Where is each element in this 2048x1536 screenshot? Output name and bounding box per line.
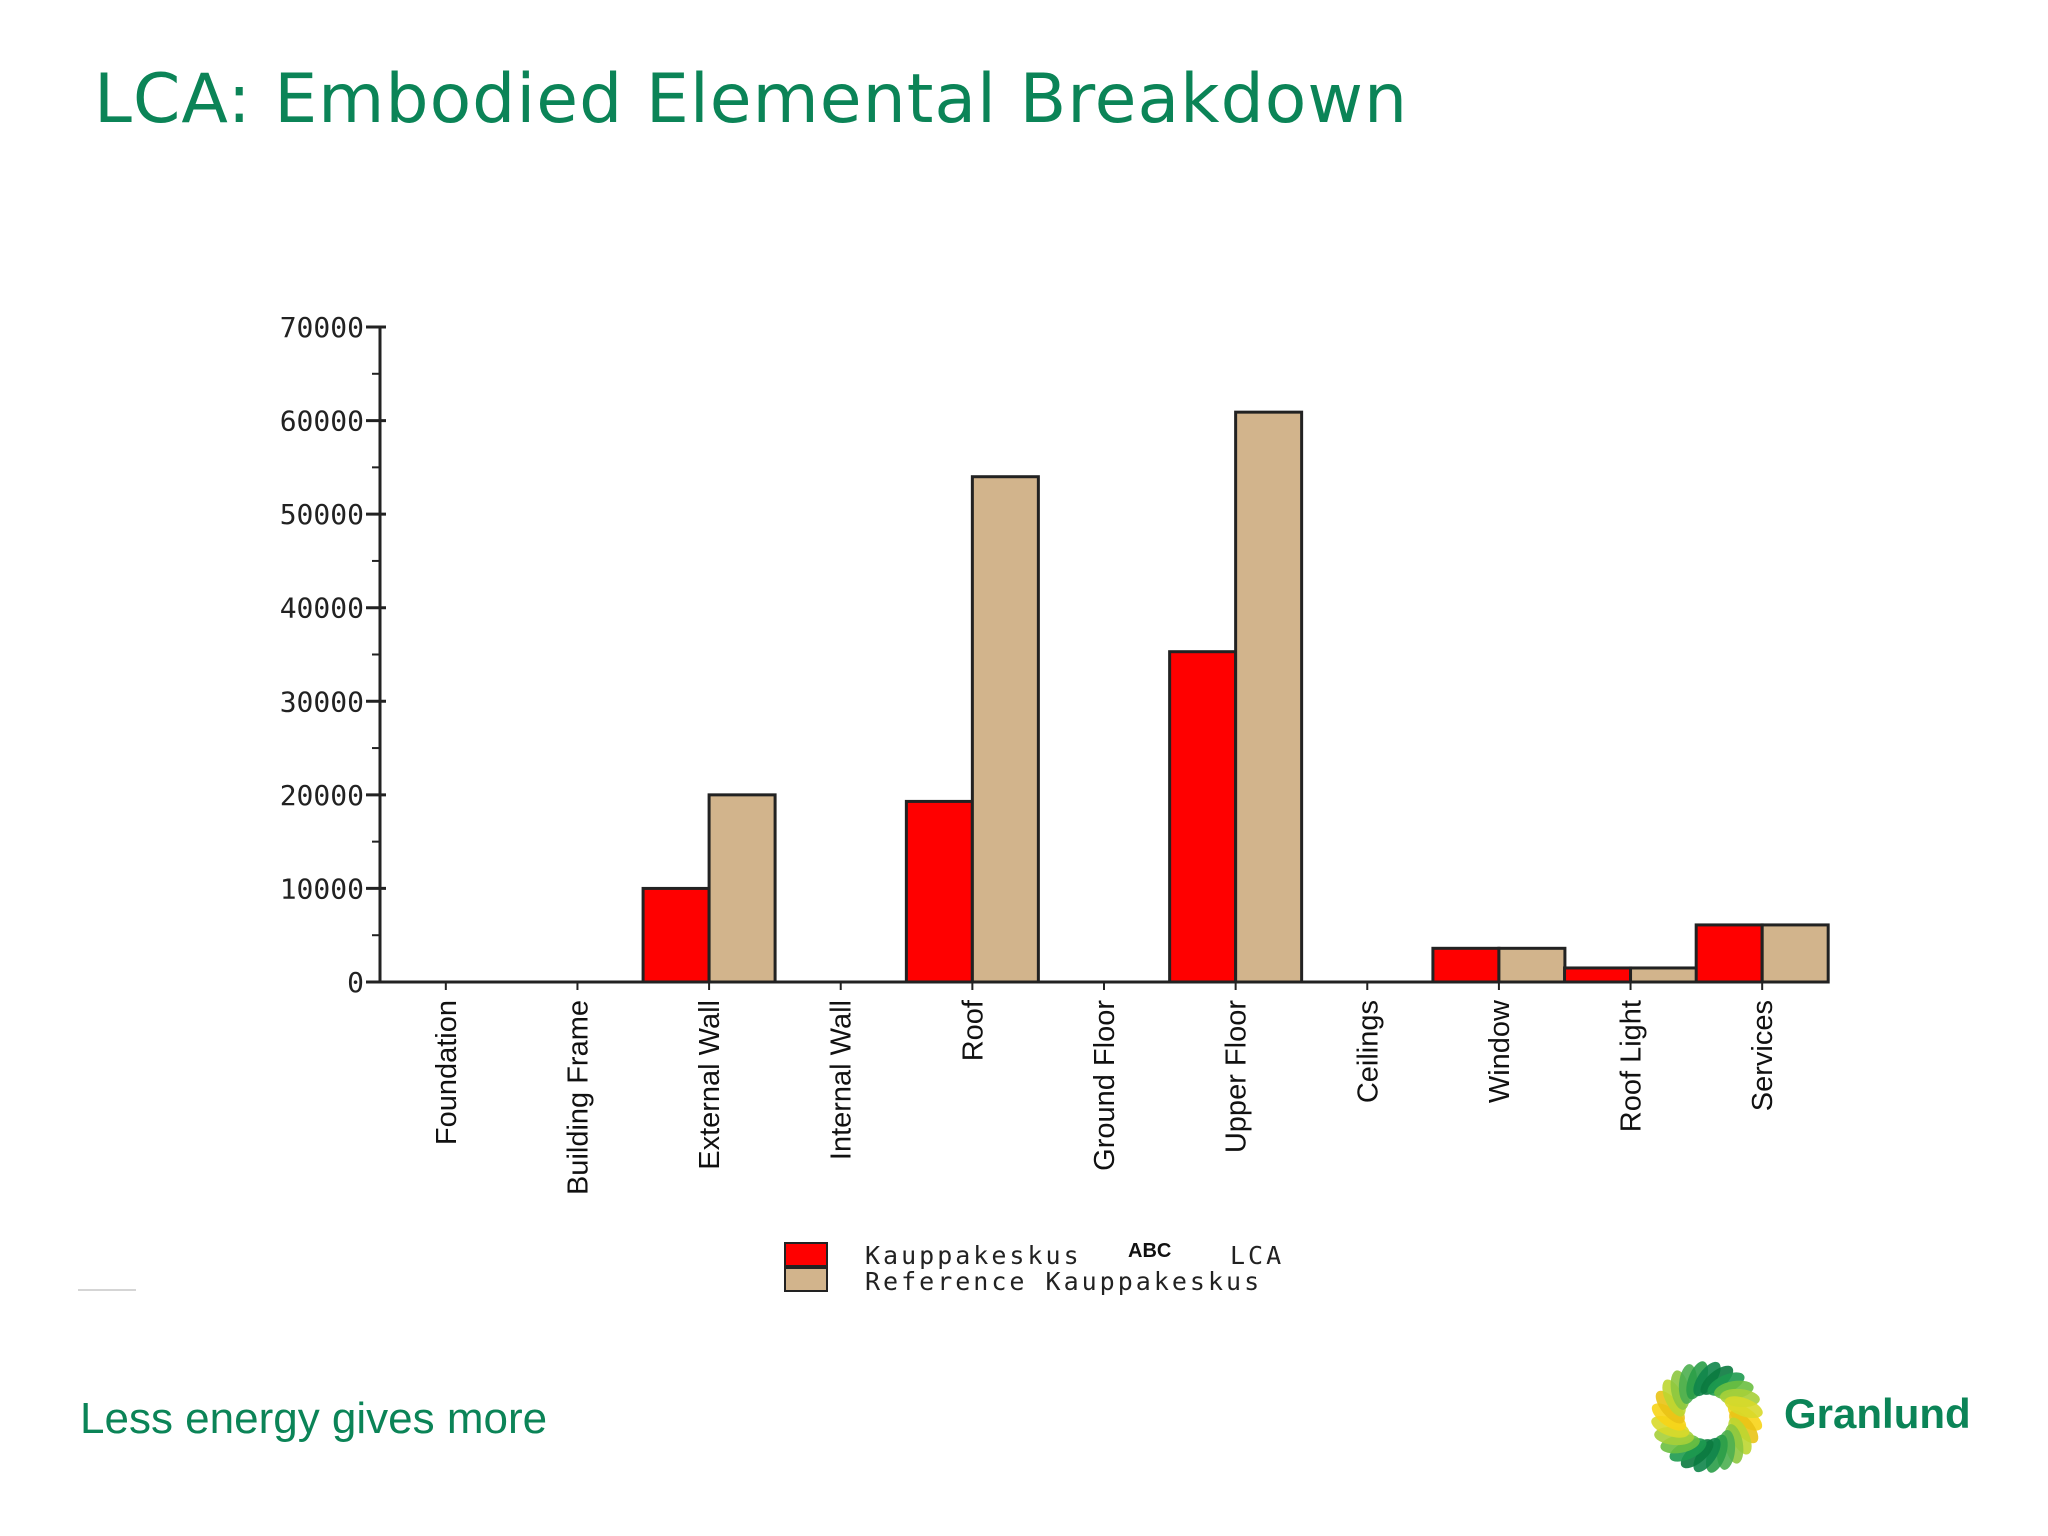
x-tick-label: Upper Floor <box>1221 1000 1253 1153</box>
bar-reference-roof-light <box>1629 966 1699 984</box>
legend-label-series-2: Reference Kauppakeskus <box>865 1267 1262 1296</box>
legend-label-series-1-prefix: Kauppakeskus <box>865 1241 1082 1270</box>
y-tick-label: 10000 <box>280 872 364 905</box>
bar-kauppakeskus-lca-external-wall <box>641 886 711 984</box>
x-tick-label: Building Frame <box>562 1000 594 1195</box>
logo-petal <box>1724 1396 1763 1419</box>
bar-kauppakeskus-lca-services <box>1694 923 1764 984</box>
x-tick-label: Internal Wall <box>826 1000 858 1160</box>
x-tick-label: Roof Light <box>1616 1000 1648 1132</box>
y-tick-label: 0 <box>347 966 364 999</box>
divider <box>78 1289 136 1291</box>
y-tick-label: 20000 <box>280 779 364 812</box>
x-tick-label: Ground Floor <box>1089 1000 1121 1171</box>
bar-reference-window <box>1497 946 1567 984</box>
bar-reference-upper-floor <box>1234 410 1304 984</box>
x-tick-label: Window <box>1484 999 1516 1103</box>
bar-reference-roof <box>970 475 1040 984</box>
legend-overlay-abc: ABC <box>1128 1240 1172 1262</box>
x-tick-label: Services <box>1747 1000 1779 1111</box>
logo-center <box>1687 1397 1727 1437</box>
y-tick-label: 50000 <box>280 498 364 531</box>
y-tick-label: 30000 <box>280 685 364 718</box>
y-tick-label: 70000 <box>280 311 364 344</box>
bar-kauppakeskus-lca-window <box>1431 946 1501 984</box>
x-tick-label: Foundation <box>431 1000 463 1145</box>
y-tick-label: 60000 <box>280 405 364 438</box>
bar-kauppakeskus-lca-roof <box>904 799 974 984</box>
y-axis: 0 10000 20000 30000 40000 50000 60000 70000 <box>280 311 386 999</box>
x-tick-label: External Wall <box>694 1000 726 1170</box>
bar-reference-external-wall <box>707 793 777 984</box>
legend: Kauppakeskus LCA Reference Kauppakeskus <box>784 1241 1284 1296</box>
x-tick-label: Ceilings <box>1352 1000 1384 1103</box>
slide-title: LCA: Embodied Elemental Breakdown <box>94 60 1409 139</box>
legend-label-series-1-suffix: LCA <box>1230 1241 1284 1270</box>
brand-name: Granlund <box>1784 1390 1971 1437</box>
tagline: Less energy gives more <box>80 1394 548 1443</box>
x-tick-label: Roof <box>957 999 989 1061</box>
granlund-logo-icon <box>1651 1361 1763 1473</box>
legend-swatch-series-2 <box>784 1267 828 1292</box>
legend-swatch-series-1 <box>784 1242 828 1267</box>
x-axis: Foundation Building Frame External Wall Int… <box>380 980 1828 1195</box>
bar-reference-services <box>1760 923 1830 984</box>
y-tick-label: 40000 <box>280 592 364 625</box>
bar-kauppakeskus-lca-roof-light <box>1563 966 1633 984</box>
bar-kauppakeskus-lca-upper-floor <box>1168 650 1238 984</box>
bars <box>641 410 1830 984</box>
